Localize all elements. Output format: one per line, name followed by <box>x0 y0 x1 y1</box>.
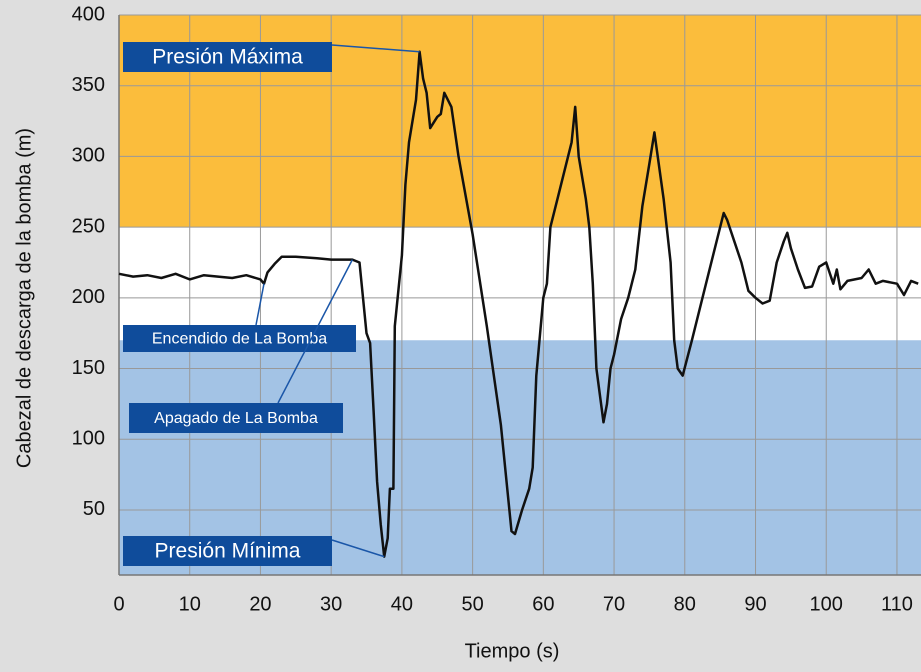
annotation-box <box>123 536 332 566</box>
y-tick-label: 300 <box>72 145 105 167</box>
annotation-leader <box>255 283 265 326</box>
annotation-leader <box>331 539 385 558</box>
x-tick-label: 30 <box>320 593 342 615</box>
y-axis-label: Cabezal de descarga de la bomba (m) <box>13 128 35 468</box>
x-tick-label: 100 <box>810 593 843 615</box>
y-tick-label: 100 <box>72 428 105 450</box>
y-tick-label: 400 <box>72 3 105 25</box>
annotation-text: Presión Máxima <box>152 46 303 69</box>
x-tick-label: 70 <box>603 593 625 615</box>
x-tick-label: 0 <box>113 593 124 615</box>
x-tick-label: 50 <box>461 593 483 615</box>
band <box>119 340 921 575</box>
annotation-box <box>123 42 332 72</box>
x-tick-label: 20 <box>249 593 271 615</box>
y-tick-label: 50 <box>83 498 105 520</box>
annotation-leader <box>277 259 354 404</box>
y-tick-label: 350 <box>72 74 105 96</box>
x-axis-label: Tiempo (s) <box>465 640 560 662</box>
y-tick-label: 200 <box>72 286 105 308</box>
x-tick-label: 110 <box>881 593 913 615</box>
annotation-box <box>123 325 356 352</box>
y-tick-label: 250 <box>72 215 105 237</box>
x-tick-label: 60 <box>532 593 554 615</box>
y-tick-label: 150 <box>72 357 105 379</box>
x-tick-label: 40 <box>391 593 413 615</box>
x-tick-label: 80 <box>674 593 696 615</box>
annotation-text: Encendido de La Bomba <box>152 331 327 348</box>
x-tick-label: 90 <box>744 593 766 615</box>
x-tick-label: 10 <box>179 593 201 615</box>
annotation-box <box>129 403 343 433</box>
annotation-text: Apagado de La Bomba <box>154 410 318 427</box>
data-line <box>118 50 919 558</box>
annotation-leader <box>331 44 420 53</box>
annotation-text: Presión Mínima <box>155 540 301 563</box>
